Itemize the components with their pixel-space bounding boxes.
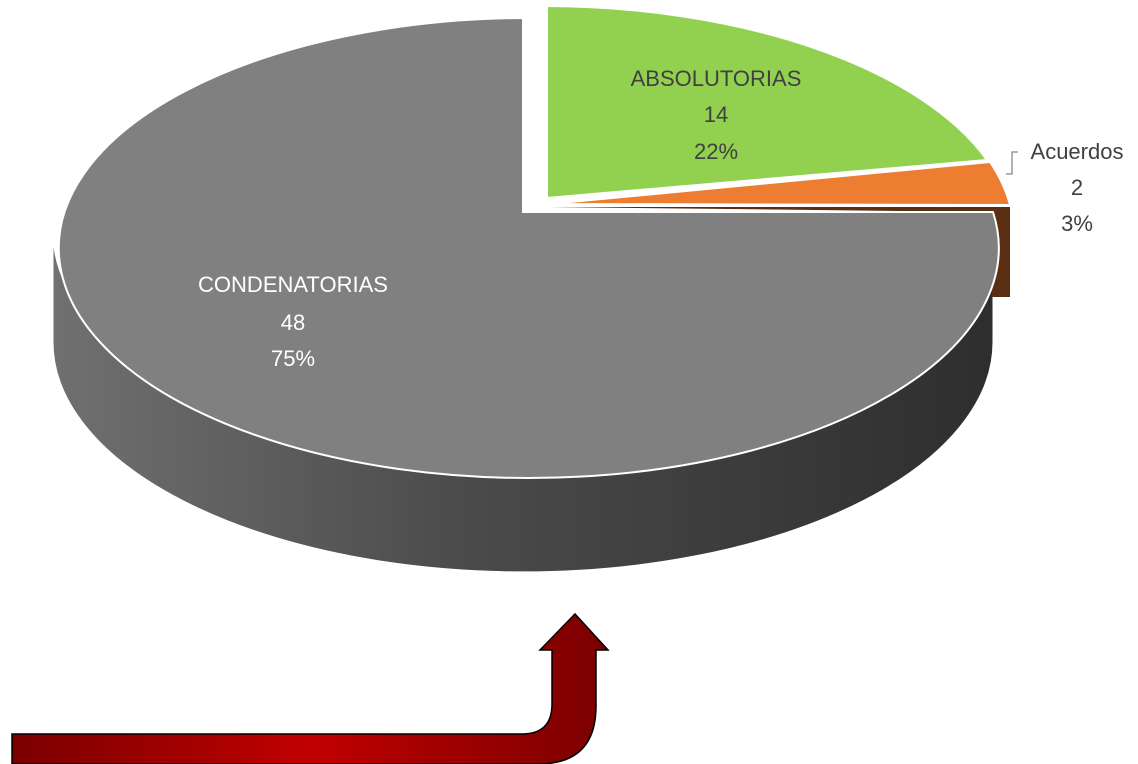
slice-acuerdos [548,160,1012,207]
leader-line-acuerdos [1006,151,1018,175]
label-condenatorias-percent: 75% [271,346,315,371]
arrow-annotation [11,612,610,764]
slice-absolutorias [546,4,989,200]
slice-condenatorias [57,16,1000,479]
label-acuerdos-name: Acuerdos [1031,139,1124,164]
label-absolutorias-percent: 22% [694,139,738,164]
label-absolutorias-name: ABSOLUTORIAS [631,66,802,91]
label-acuerdos-percent: 3% [1061,211,1093,236]
label-condenatorias-name: CONDENATORIAS [198,272,388,297]
label-acuerdos-value: 2 [1071,175,1083,200]
label-condenatorias-value: 48 [281,310,305,335]
label-absolutorias-value: 14 [704,102,728,127]
